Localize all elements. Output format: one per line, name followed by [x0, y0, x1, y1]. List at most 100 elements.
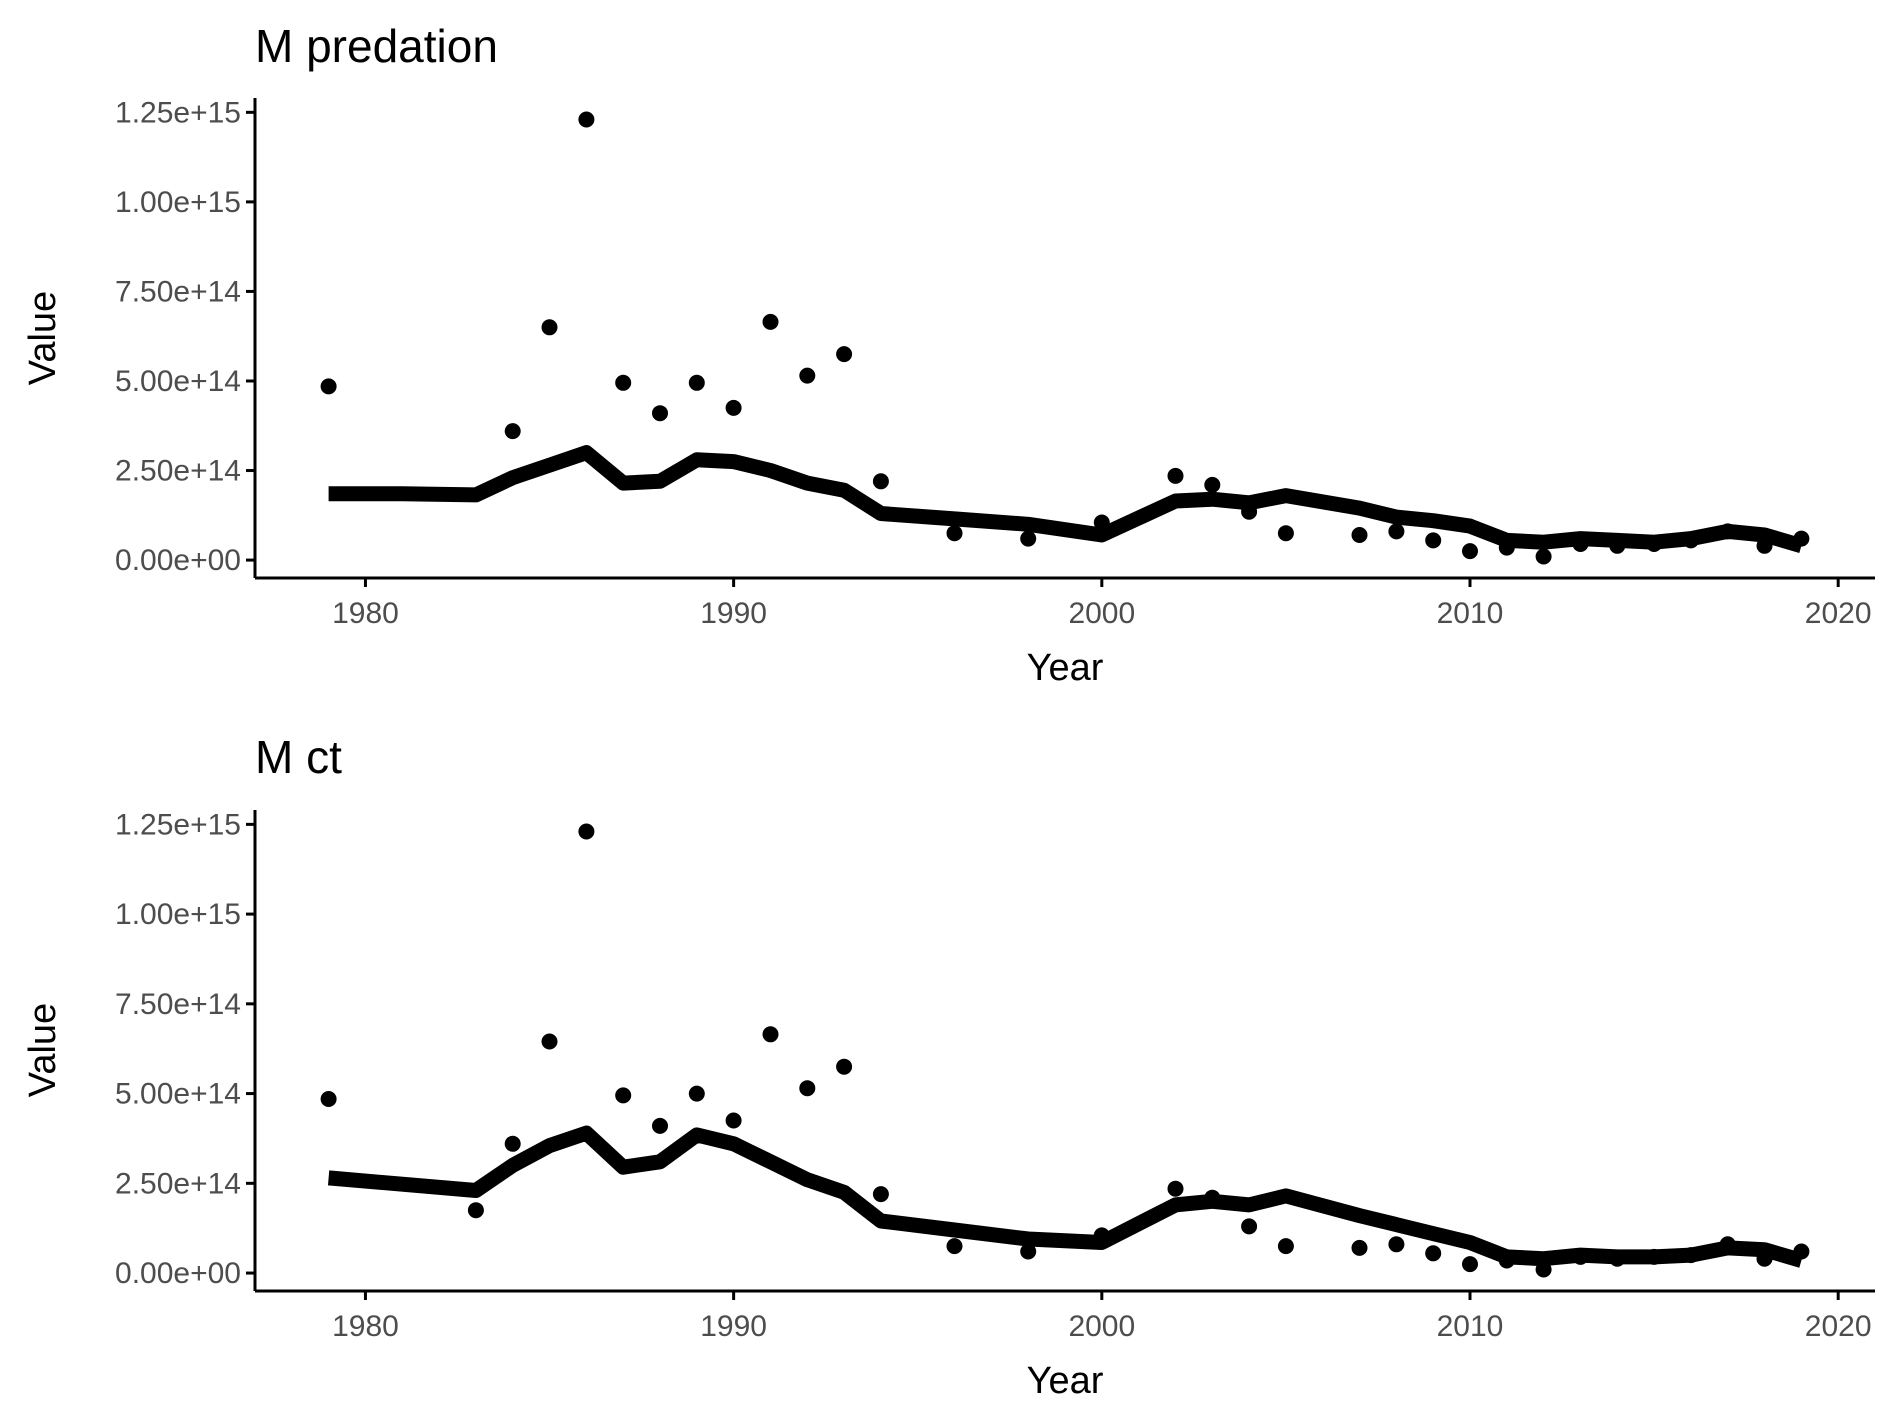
data-point	[946, 1238, 963, 1255]
x-tick-label: 1990	[700, 597, 767, 630]
data-point	[1020, 530, 1037, 547]
y-axis-title: Value	[22, 1003, 64, 1097]
data-point	[1719, 523, 1736, 540]
data-point	[1277, 525, 1294, 542]
y-axis-title: Value	[22, 291, 64, 385]
y-tick-label: 1.25e+15	[115, 808, 241, 841]
data-point	[1241, 1218, 1258, 1235]
panel-m-ct: M ct Value Year 0.00e+00 2.50e+14 5.00e+14…	[22, 731, 1875, 1402]
data-point	[1572, 1248, 1589, 1265]
data-point	[467, 1202, 484, 1219]
data-point	[1351, 1239, 1368, 1256]
data-point	[1498, 539, 1515, 556]
data-point	[615, 374, 632, 391]
data-point	[320, 378, 337, 395]
panel-m-predation: M predation Value Year 0.00e+00 2.50e+14 5…	[22, 20, 1875, 689]
data-point	[320, 1091, 337, 1107]
x-tick-label: 2000	[1068, 1310, 1135, 1343]
data-point	[1093, 1227, 1110, 1244]
data-point	[946, 525, 963, 542]
x-tick-label: 2020	[1805, 1310, 1872, 1343]
data-point	[872, 473, 889, 490]
data-point	[1682, 1247, 1699, 1264]
data-point	[799, 1080, 816, 1097]
scatter-point-layer	[320, 823, 1810, 1278]
data-point	[1719, 1236, 1736, 1253]
data-point	[578, 111, 595, 128]
data-point	[688, 374, 705, 391]
data-point	[578, 823, 595, 840]
trend-line-layer	[328, 445, 1804, 553]
data-point	[1204, 476, 1221, 493]
data-point	[836, 1058, 853, 1075]
x-axis-title: Year	[1027, 1360, 1104, 1402]
data-point	[1093, 514, 1110, 531]
x-tick-label: 2010	[1437, 1310, 1504, 1343]
trend-line	[327, 1125, 1804, 1268]
data-point	[1167, 467, 1184, 484]
x-ticks: 1980 1990 2000 2010 2020	[332, 1291, 1872, 1343]
data-point	[1498, 1252, 1515, 1269]
data-point	[1756, 1250, 1773, 1267]
x-tick-label: 2020	[1805, 597, 1872, 630]
y-tick-label: 0.00e+00	[115, 544, 241, 577]
data-point	[541, 1033, 558, 1050]
data-point	[725, 399, 742, 416]
y-tick-label: 7.50e+14	[115, 988, 241, 1021]
data-point	[1793, 1243, 1810, 1260]
data-point	[1609, 537, 1626, 554]
data-point	[1241, 503, 1258, 520]
data-point	[1462, 543, 1478, 560]
y-tick-label: 0.00e+00	[115, 1257, 241, 1290]
panel-title: M predation	[255, 20, 498, 72]
data-point	[1756, 537, 1773, 554]
x-ticks: 1980 1990 2000 2010 2020	[332, 578, 1872, 630]
x-tick-label: 1980	[332, 1310, 399, 1343]
data-point	[1388, 523, 1405, 540]
y-tick-label: 2.50e+14	[115, 1167, 241, 1200]
data-point	[1609, 1250, 1626, 1267]
y-tick-label: 1.00e+15	[115, 898, 241, 931]
y-tick-label: 5.00e+14	[115, 1078, 241, 1111]
data-point	[652, 405, 668, 422]
data-point	[1277, 1238, 1294, 1255]
y-tick-label: 2.50e+14	[115, 455, 241, 488]
x-tick-label: 1980	[332, 597, 399, 630]
data-point	[1388, 1236, 1405, 1253]
data-point	[1425, 1245, 1442, 1262]
data-point	[1572, 536, 1589, 552]
x-axis-title: Year	[1027, 647, 1104, 689]
x-tick-label: 2010	[1437, 597, 1504, 630]
data-point	[1535, 548, 1552, 565]
data-point	[1425, 532, 1442, 549]
data-point	[1020, 1243, 1037, 1260]
y-tick-label: 7.50e+14	[115, 275, 241, 308]
data-point	[836, 346, 853, 363]
x-tick-label: 1990	[700, 1310, 767, 1343]
data-point	[1646, 536, 1663, 552]
data-point	[688, 1085, 705, 1102]
y-tick-label: 1.00e+15	[115, 186, 241, 219]
data-point	[1535, 1261, 1552, 1278]
y-tick-label: 1.25e+15	[115, 96, 241, 129]
scatter-point-layer	[320, 111, 1810, 565]
data-point	[872, 1186, 889, 1203]
data-point	[504, 1135, 521, 1152]
data-point	[1682, 532, 1699, 549]
data-point	[1462, 1256, 1478, 1273]
y-ticks: 0.00e+00 2.50e+14 5.00e+14 7.50e+14 1.00e+15…	[115, 808, 255, 1290]
trend-line-layer	[327, 1125, 1804, 1268]
trend-line	[328, 445, 1804, 553]
x-tick-label: 2000	[1068, 597, 1135, 630]
data-point	[652, 1117, 668, 1134]
data-point	[1204, 1189, 1221, 1206]
y-ticks: 0.00e+00 2.50e+14 5.00e+14 7.50e+14 1.00e+15…	[115, 96, 255, 577]
data-point	[799, 367, 816, 384]
data-point	[541, 319, 558, 336]
data-point	[1793, 530, 1810, 547]
y-tick-label: 5.00e+14	[115, 365, 241, 398]
panel-title: M ct	[255, 731, 342, 783]
data-point	[1167, 1180, 1184, 1197]
